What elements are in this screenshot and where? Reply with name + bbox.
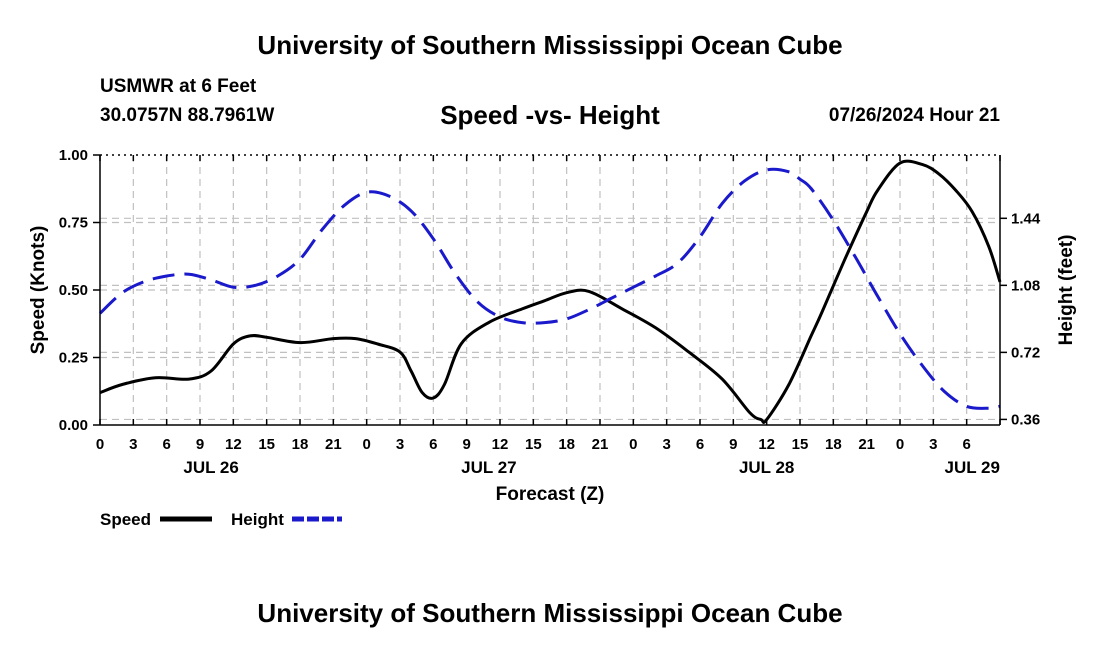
x-tick-label: 3 <box>929 436 937 453</box>
series-line-speed <box>99 159 1002 424</box>
x-tick-label: 12 <box>225 436 242 453</box>
x-tick-label: 9 <box>462 436 470 453</box>
x-axis-title: Forecast (Z) <box>496 484 605 505</box>
forecast-datetime: 07/26/2024 Hour 21 <box>828 105 1000 126</box>
y-axis-title: Speed (Knots) <box>28 226 49 355</box>
y2-tick-label: 1.08 <box>1011 277 1040 294</box>
day-label: JUL 28 <box>739 458 794 477</box>
x-tick-label: 21 <box>858 436 875 453</box>
x-tick-label: 0 <box>96 436 104 453</box>
x-tick-label: 15 <box>792 436 809 453</box>
x-tick-label: 6 <box>162 436 170 453</box>
x-tick-label: 9 <box>729 436 737 453</box>
station-coordinates: 30.0757N 88.7961W <box>100 105 275 126</box>
legend-speed-label: Speed <box>100 510 151 529</box>
station-label: USMWR at 6 Feet <box>100 76 257 97</box>
x-tick-label: 12 <box>758 436 775 453</box>
x-tick-label: 21 <box>592 436 609 453</box>
x-tick-label: 3 <box>396 436 404 453</box>
y-tick-label: 0.25 <box>59 350 88 367</box>
y-tick-label: 0.50 <box>59 282 88 299</box>
chart-title: University of Southern Mississippi Ocean… <box>257 30 843 60</box>
grid-lines <box>100 155 1000 425</box>
chart-subtitle: Speed -vs- Height <box>440 100 660 130</box>
legend: Speed Height <box>100 510 342 529</box>
x-tick-label: 6 <box>962 436 970 453</box>
x-tick-label: 3 <box>129 436 137 453</box>
x-tick-label: 15 <box>525 436 542 453</box>
y2-tick-label: 0.36 <box>1011 411 1040 428</box>
series-lines <box>98 159 1002 424</box>
x-tick-label: 18 <box>558 436 575 453</box>
x-tick-label: 0 <box>896 436 904 453</box>
y-tick-label: 0.75 <box>59 215 88 232</box>
y-tick-label: 0.00 <box>59 417 88 434</box>
x-tick-label: 6 <box>696 436 704 453</box>
footer-title: University of Southern Mississippi Ocean… <box>257 598 843 628</box>
axis-labels: 0 3 6 9 12 15 18 21 0 3 6 9 12 15 18 21 0 3 6 9 12 15 18 21 0 3 6J… <box>28 147 1077 505</box>
x-tick-label: 18 <box>292 436 309 453</box>
x-tick-label: 15 <box>258 436 275 453</box>
day-label: JUL 29 <box>944 458 999 477</box>
x-tick-label: 21 <box>325 436 342 453</box>
legend-height-label: Height <box>231 510 284 529</box>
y2-axis-title: Height (feet) <box>1056 235 1077 346</box>
day-label: JUL 27 <box>461 458 516 477</box>
x-tick-label: 12 <box>492 436 509 453</box>
y-tick-label: 1.00 <box>59 147 88 164</box>
y2-tick-label: 0.72 <box>1011 344 1040 361</box>
day-label: JUL 26 <box>183 458 238 477</box>
series-line-height <box>98 167 1001 410</box>
y2-tick-label: 1.44 <box>1011 210 1041 227</box>
x-tick-label: 9 <box>196 436 204 453</box>
x-tick-label: 0 <box>362 436 370 453</box>
x-tick-label: 0 <box>629 436 637 453</box>
x-tick-label: 18 <box>825 436 842 453</box>
x-tick-label: 6 <box>429 436 437 453</box>
x-tick-label: 3 <box>662 436 670 453</box>
axis-ticks <box>93 154 1007 426</box>
